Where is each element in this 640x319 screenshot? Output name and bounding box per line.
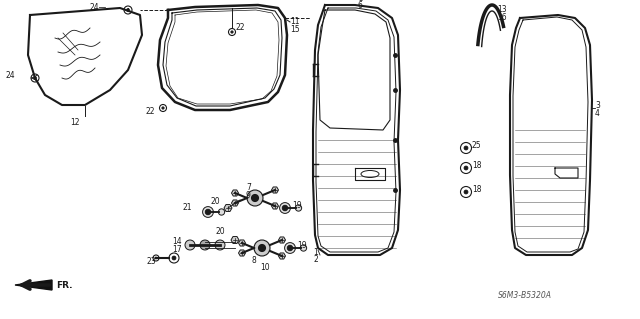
Circle shape [127, 9, 129, 11]
Circle shape [203, 207, 213, 218]
Text: 24: 24 [6, 70, 15, 79]
Text: 18: 18 [472, 184, 481, 194]
Text: 22: 22 [236, 24, 246, 33]
Polygon shape [278, 253, 285, 259]
Circle shape [282, 205, 288, 211]
Text: 21: 21 [182, 204, 192, 212]
Circle shape [155, 257, 157, 259]
Polygon shape [239, 250, 246, 256]
Text: 14: 14 [172, 236, 182, 246]
Polygon shape [271, 203, 278, 209]
Circle shape [33, 77, 36, 79]
Circle shape [259, 244, 266, 251]
Circle shape [464, 146, 468, 150]
Polygon shape [278, 237, 285, 243]
Text: 12: 12 [70, 118, 80, 127]
Text: S6M3-B5320A: S6M3-B5320A [498, 291, 552, 300]
Circle shape [200, 240, 210, 250]
Circle shape [252, 195, 259, 202]
Text: 8: 8 [252, 256, 257, 265]
Text: 10: 10 [260, 263, 269, 272]
Text: 20: 20 [216, 227, 225, 236]
Circle shape [464, 166, 468, 170]
Polygon shape [231, 236, 239, 243]
Text: 4: 4 [595, 108, 600, 117]
Circle shape [300, 245, 307, 251]
Text: 5: 5 [358, 0, 363, 3]
Text: 23: 23 [147, 257, 156, 266]
Polygon shape [15, 280, 52, 290]
Text: 17: 17 [172, 244, 182, 254]
Polygon shape [232, 200, 239, 206]
Polygon shape [224, 204, 232, 211]
Text: 18: 18 [472, 160, 481, 169]
Polygon shape [271, 187, 278, 193]
Text: 3: 3 [595, 100, 600, 109]
Text: 6: 6 [358, 1, 363, 10]
Circle shape [218, 209, 225, 215]
Text: 19: 19 [292, 201, 301, 210]
Text: 25: 25 [472, 140, 482, 150]
Text: 15: 15 [290, 26, 300, 34]
Text: 20: 20 [211, 197, 220, 205]
Circle shape [247, 190, 263, 206]
Text: 24—: 24— [90, 4, 107, 12]
Text: FR.: FR. [56, 280, 72, 290]
Circle shape [172, 256, 176, 260]
Circle shape [295, 205, 301, 211]
Text: 19: 19 [297, 241, 307, 250]
Text: 1: 1 [313, 248, 318, 257]
Circle shape [162, 107, 164, 109]
Circle shape [285, 243, 296, 253]
Text: 16: 16 [497, 13, 507, 22]
Polygon shape [239, 240, 246, 246]
Circle shape [287, 245, 292, 251]
Text: 13: 13 [497, 5, 507, 14]
Text: 11: 11 [290, 18, 300, 26]
Text: 2: 2 [313, 255, 318, 264]
Circle shape [254, 240, 270, 256]
Circle shape [185, 240, 195, 250]
Circle shape [231, 31, 233, 33]
Text: 9: 9 [246, 190, 251, 199]
Circle shape [205, 209, 211, 215]
Circle shape [464, 190, 468, 194]
Text: 22: 22 [145, 108, 155, 116]
Circle shape [215, 240, 225, 250]
Text: 7: 7 [246, 182, 251, 191]
Circle shape [280, 203, 291, 213]
Polygon shape [232, 190, 239, 196]
